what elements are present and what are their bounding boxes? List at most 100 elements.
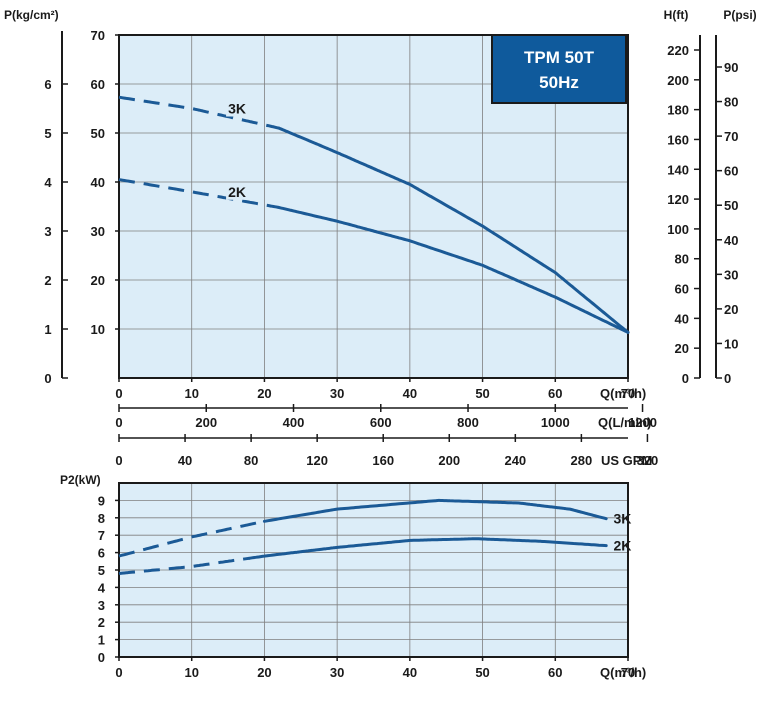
top-series-2k-label: 2K (228, 184, 246, 200)
top-x-tick-label: 70 (621, 386, 635, 401)
bottom-x-tick-label: 50 (475, 665, 489, 680)
top-right-psi-tick-label: 60 (724, 164, 738, 179)
lmin-tick-label: 0 (115, 415, 122, 430)
top-y-tick-label: 50 (91, 126, 105, 141)
top-y-tick-label: 70 (91, 28, 105, 43)
bottom-x-tick-label: 10 (184, 665, 198, 680)
top-right-head-tick-label: 60 (675, 282, 689, 297)
gpm-tick-label: 40 (178, 453, 192, 468)
bottom-y-tick-label: 4 (98, 580, 106, 595)
bottom-y-tick-label: 7 (98, 528, 105, 543)
top-y-tick-label: 30 (91, 224, 105, 239)
top-right-head-tick-label: 0 (682, 371, 689, 386)
bottom-series-2k-line-dashed (118, 556, 251, 575)
top-left-pressure-axis-label: P(kg/cm²) (4, 8, 59, 22)
top-left-pressure-tick-label: 5 (44, 126, 51, 141)
top-x-tick-label: 50 (475, 386, 489, 401)
top-right-head-tick-label: 100 (667, 222, 689, 237)
top-series-2k-label-bg (226, 182, 251, 200)
bottom-x-tick-label: 70 (621, 665, 635, 680)
top-frame (118, 34, 629, 379)
lmin-tick-label: 600 (370, 415, 392, 430)
lmin-axis-label: Q(L/min) (598, 415, 651, 430)
gpm-tick-label: 240 (504, 453, 526, 468)
bottom-series-2k-label: 2K (613, 538, 631, 554)
bottom-plot: 0 10 20 30 40 50 60 70Q(m³/h) 3K 2K 0 1 2 3 4 5 6 7 8 9 P2(k… (60, 473, 646, 680)
model-title-frequency: 50Hz (539, 73, 579, 92)
top-right-head-tick-label: 20 (675, 341, 689, 356)
lmin-tick-label: 1200 (628, 415, 657, 430)
gpm-tick-label: 0 (115, 453, 122, 468)
bottom-x-tick-label: 30 (330, 665, 344, 680)
top-right-psi-tick-label: 50 (724, 198, 738, 213)
top-right-psi-tick-label: 70 (724, 129, 738, 144)
top-left-pressure-tick-label: 0 (44, 371, 51, 386)
gpm-axis-label: US GPM (601, 453, 652, 468)
bottom-series-3k-label: 3K (613, 511, 631, 527)
top-right-psi-tick-label: 20 (724, 302, 738, 317)
top-x-tick-label: 10 (184, 386, 198, 401)
top-series-3k-label-bg (226, 99, 251, 117)
lmin-tick-label: 400 (283, 415, 305, 430)
gpm-tick-label: 160 (372, 453, 394, 468)
gpm-tick-label: 200 (438, 453, 460, 468)
top-right-psi-tick-label: 0 (724, 371, 731, 386)
top-x-tick-label: 30 (330, 386, 344, 401)
top-right-psi-tick-label: 40 (724, 233, 738, 248)
top-y-tick-label: 20 (91, 273, 105, 288)
bottom-y-tick-label: 5 (98, 563, 105, 578)
top-series-3k-line-dashed (118, 95, 280, 130)
top-right-head-tick-label: 180 (667, 103, 689, 118)
top-y-tick-label: 60 (91, 77, 105, 92)
top-x-tick-label: 0 (115, 386, 122, 401)
top-left-pressure-tick-label: 2 (44, 273, 51, 288)
top-right-head-tick-label: 220 (667, 43, 689, 58)
top-right-head-tick-label: 200 (667, 73, 689, 88)
bottom-x-tick-label: 60 (548, 665, 562, 680)
top-plot: 0 10 20 30 40 50 60 70Q(m³/h)3K2K10203040506070… (4, 8, 757, 468)
top-right-psi-tick-label: 80 (724, 95, 738, 110)
top-y-tick-label: 40 (91, 175, 105, 190)
bottom-series-3k-line-dashed (118, 519, 265, 558)
top-right-head-tick-label: 120 (667, 192, 689, 207)
bottom-y-tick-label: 6 (98, 546, 105, 561)
lmin-tick-label: 200 (195, 415, 217, 430)
top-series-3k-line (277, 126, 630, 334)
bottom-y-tick-label: 0 (98, 650, 105, 665)
top-right-head-tick-label: 160 (667, 132, 689, 147)
bottom-series-2k-line (248, 537, 608, 560)
top-left-pressure-tick-label: 3 (44, 224, 51, 239)
top-series-3k-label: 3K (228, 101, 246, 117)
top-right-psi-tick-label: 10 (724, 336, 738, 351)
bottom-y-tick-label: 3 (98, 598, 105, 613)
model-title-name: TPM 50T (524, 48, 595, 67)
bottom-y-axis-label: P2(kW) (60, 473, 101, 487)
top-series-2k-line (277, 206, 630, 334)
top-right-head-tick-label: 80 (675, 252, 689, 267)
top-right-psi-axis-label: P(psi) (723, 8, 756, 22)
top-right-psi-tick-label: 90 (724, 60, 738, 75)
top-x-tick-label: 40 (403, 386, 417, 401)
top-right-head-tick-label: 40 (675, 311, 689, 326)
bottom-x-tick-label: 0 (115, 665, 122, 680)
top-x-tick-label: 60 (548, 386, 562, 401)
bottom-y-tick-label: 1 (98, 633, 105, 648)
bottom-y-tick-label: 8 (98, 511, 105, 526)
lmin-tick-label: 1000 (541, 415, 570, 430)
gpm-tick-label: 120 (306, 453, 328, 468)
bottom-x-axis-label: Q(m³/h) (600, 665, 646, 680)
bottom-x-tick-label: 40 (403, 665, 417, 680)
model-title-box (491, 34, 627, 104)
top-right-head-tick-label: 140 (667, 162, 689, 177)
top-left-pressure-tick-label: 1 (44, 322, 51, 337)
gpm-tick-label: 80 (244, 453, 258, 468)
lmin-tick-label: 800 (457, 415, 479, 430)
top-left-pressure-tick-label: 4 (44, 175, 52, 190)
top-x-tick-label: 20 (257, 386, 271, 401)
gpm-tick-label: 280 (571, 453, 593, 468)
top-right-psi-tick-label: 30 (724, 267, 738, 282)
gpm-tick-label: 320 (637, 453, 659, 468)
bottom-x-tick-label: 20 (257, 665, 271, 680)
